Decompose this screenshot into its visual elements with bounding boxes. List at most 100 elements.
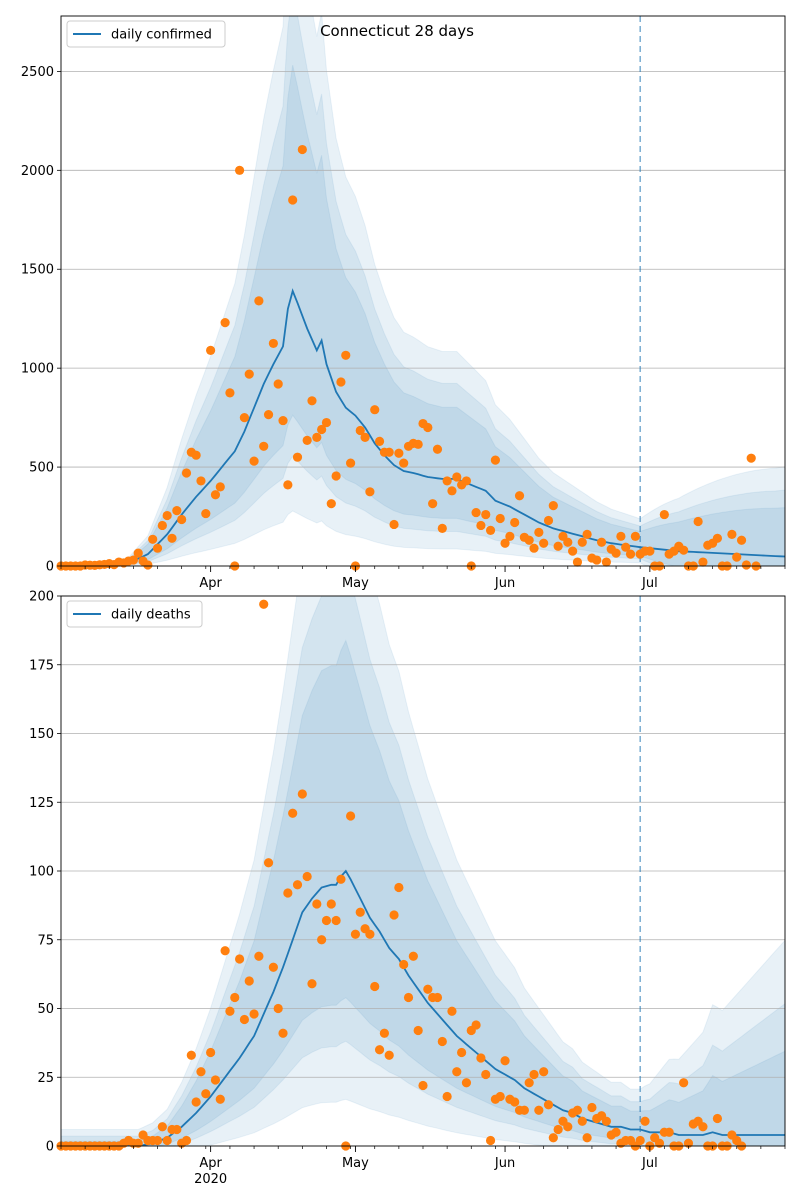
observed-point (210, 1075, 221, 1085)
observed-point (736, 535, 747, 545)
observed-point (442, 476, 452, 486)
observed-point (601, 1116, 612, 1126)
uncertainty-band-3 (61, 64, 785, 566)
observed-point (741, 560, 751, 570)
observed-point (374, 1045, 385, 1055)
observed-point (196, 1067, 206, 1077)
observed-point (500, 1056, 510, 1066)
observed-point (326, 899, 336, 909)
observed-point (514, 491, 525, 501)
observed-point (437, 1036, 447, 1047)
observed-point (268, 338, 278, 349)
observed-point (346, 811, 356, 821)
observed-point (379, 1028, 389, 1038)
y-tick-label: 200 (29, 590, 54, 605)
x-tick-label: Jun (494, 576, 515, 591)
observed-point (317, 424, 327, 435)
observed-point (321, 915, 332, 926)
observed-point (712, 533, 723, 543)
observed-point (732, 552, 742, 562)
observed-point (263, 410, 274, 420)
observed-point (283, 888, 293, 898)
observed-point (495, 1091, 505, 1102)
observed-point (225, 1006, 235, 1016)
y-tick-label: 175 (29, 658, 54, 673)
observed-point (577, 1116, 587, 1126)
observed-point (452, 472, 462, 482)
observed-point (471, 1020, 481, 1030)
observed-point (423, 984, 433, 994)
observed-point (249, 1009, 259, 1019)
observed-point (259, 599, 269, 609)
observed-point (259, 441, 269, 451)
observed-point (698, 557, 708, 567)
observed-point (278, 415, 288, 426)
observed-point (403, 992, 414, 1003)
observed-point (693, 516, 703, 527)
observed-point (399, 959, 409, 970)
observed-point (244, 976, 254, 986)
observed-point (447, 1006, 457, 1016)
observed-point (413, 1025, 423, 1036)
observed-point (476, 1053, 486, 1063)
x-tick-label: Apr (199, 576, 222, 591)
observed-point (442, 1091, 452, 1102)
x-year-label: 2020 (194, 1172, 227, 1187)
observed-point (553, 1124, 563, 1135)
observed-point (370, 405, 380, 415)
observed-point (563, 537, 573, 547)
observed-point (307, 396, 317, 406)
y-tick-label: 2500 (21, 65, 54, 80)
observed-point (548, 1133, 558, 1143)
observed-point (592, 555, 602, 565)
observed-point (244, 369, 254, 379)
observed-point (249, 456, 259, 466)
observed-point (220, 946, 230, 956)
observed-point (143, 560, 153, 570)
observed-point (181, 468, 192, 478)
observed-point (384, 447, 394, 457)
observed-point (365, 487, 375, 497)
observed-point (157, 520, 167, 531)
observed-point (365, 929, 375, 939)
uncertainty-band-2 (61, 16, 785, 566)
observed-point (346, 458, 356, 468)
observed-point (505, 531, 515, 541)
observed-point (355, 425, 365, 436)
observed-point (727, 529, 737, 539)
x-tick-label: Jul (641, 576, 658, 591)
observed-point (408, 951, 418, 961)
observed-point (370, 981, 380, 992)
x-tick-label: Jun (494, 1156, 515, 1171)
y-tick-label: 0 (46, 1140, 54, 1155)
observed-point (234, 954, 245, 964)
observed-point (302, 871, 312, 882)
y-tick-label: 25 (37, 1071, 54, 1086)
observed-point (524, 535, 534, 545)
y-tick-label: 125 (29, 796, 54, 811)
observed-point (331, 915, 341, 926)
observed-point (476, 520, 486, 531)
observed-point (273, 1003, 283, 1014)
observed-point (596, 537, 607, 547)
observed-point (220, 318, 230, 328)
observed-point (640, 1116, 650, 1126)
observed-point (432, 992, 443, 1003)
observed-point (519, 1105, 529, 1115)
observed-point (336, 377, 346, 387)
observed-point (485, 525, 496, 535)
observed-point (225, 388, 235, 398)
observed-point (510, 1097, 520, 1107)
observed-point (152, 1135, 163, 1146)
observed-point (210, 490, 221, 500)
observed-point (423, 422, 433, 433)
observed-point (148, 534, 158, 544)
legend: daily confirmed (66, 20, 226, 48)
observed-point (128, 555, 138, 565)
observed-point (263, 858, 274, 868)
observed-point (307, 979, 317, 989)
observed-point (510, 517, 520, 528)
observed-point (268, 962, 278, 972)
observed-point (389, 910, 399, 920)
